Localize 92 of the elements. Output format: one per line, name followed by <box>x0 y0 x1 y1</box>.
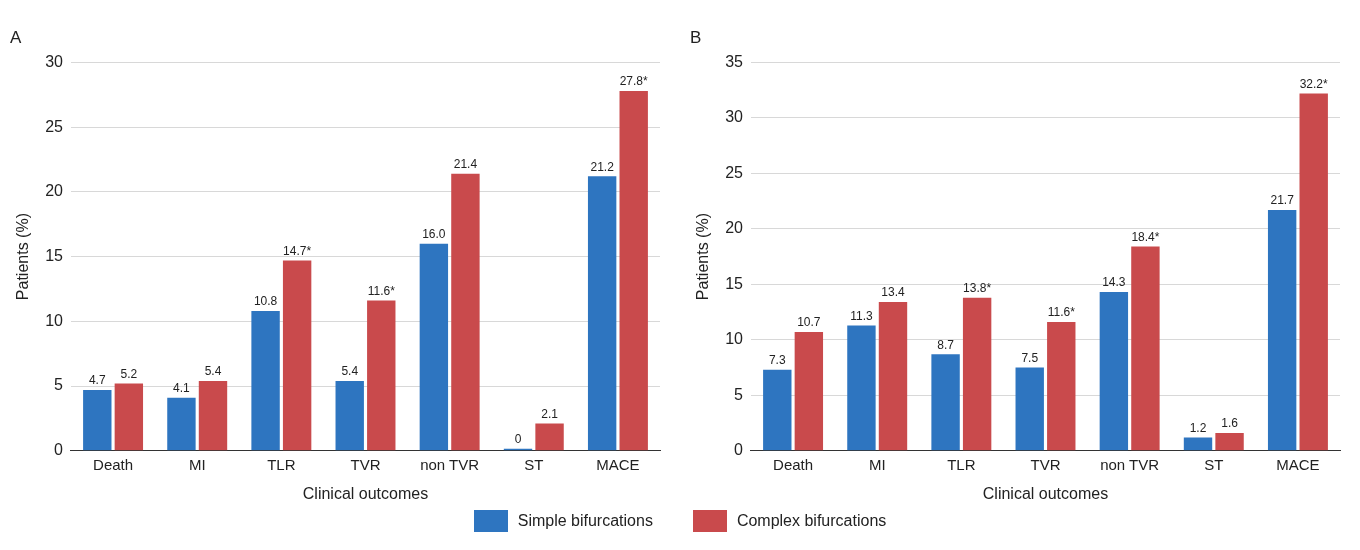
data-label: 7.5 <box>1021 350 1039 365</box>
y-tick-label: 5 <box>54 376 64 394</box>
bar <box>83 389 112 451</box>
x-axis-title: Clinical outcomes <box>302 484 429 502</box>
x-tick-label: Death <box>773 455 814 473</box>
bar <box>167 397 196 451</box>
data-label: 11.3 <box>850 308 873 323</box>
x-tick-label: TLR <box>947 455 976 473</box>
legend-label: Simple bifurcations <box>517 512 653 530</box>
data-label: 1.2 <box>1189 420 1207 435</box>
data-label: 10.7 <box>797 315 821 330</box>
y-tick-label: 15 <box>45 247 64 265</box>
data-label: 13.8* <box>963 280 992 295</box>
x-tick-label: MI <box>188 455 206 473</box>
data-label: 4.1 <box>173 381 191 396</box>
data-label: 4.7 <box>88 373 106 388</box>
bar <box>587 176 617 451</box>
data-label: 21.2 <box>590 159 615 174</box>
x-tick-label: Death <box>93 455 134 473</box>
bar <box>1215 433 1244 451</box>
data-label: 0 <box>514 432 522 447</box>
bar <box>878 302 908 451</box>
data-label: 14.7* <box>283 243 312 258</box>
y-tick-label: 20 <box>725 219 744 237</box>
x-tick-label: TVR <box>1030 455 1061 473</box>
bar <box>282 260 312 451</box>
bar <box>1131 246 1160 451</box>
data-label: 7.3 <box>768 353 786 368</box>
bar <box>763 369 792 451</box>
data-label: 5.2 <box>120 366 138 381</box>
y-tick-label: 10 <box>45 311 64 329</box>
data-label: 21.7 <box>1270 193 1295 208</box>
bar <box>1299 93 1328 451</box>
x-tick-label: ST <box>524 455 544 473</box>
data-label: 5.4 <box>204 364 222 379</box>
data-label: 18.4* <box>1131 229 1160 244</box>
y-tick-label: 35 <box>725 52 744 70</box>
bar <box>1183 437 1213 451</box>
x-tick-label: MI <box>868 455 886 473</box>
chart-title: B <box>690 27 702 47</box>
data-label: 11.6* <box>1047 305 1076 320</box>
bar <box>335 380 364 451</box>
x-tick-label: MACE <box>1276 455 1320 473</box>
data-label: 1.6 <box>1221 416 1239 431</box>
data-label: 2.1 <box>541 406 559 421</box>
x-tick-label: non TVR <box>1100 455 1160 473</box>
bar <box>198 380 228 451</box>
bar <box>451 173 480 451</box>
bar <box>619 90 648 451</box>
legend-label: Complex bifurcations <box>736 512 887 530</box>
data-label: 13.4 <box>881 285 905 300</box>
x-axis-title: Clinical outcomes <box>982 484 1109 502</box>
x-tick-label: TLR <box>267 455 296 473</box>
y-tick-label: 30 <box>45 52 64 70</box>
bar <box>1099 292 1129 451</box>
data-label: 11.6* <box>367 283 396 298</box>
data-label: 21.4 <box>453 157 478 172</box>
bar <box>535 423 564 451</box>
bar <box>847 325 876 451</box>
y-axis-title: Patients (%) <box>14 213 32 301</box>
y-tick-label: 0 <box>734 441 744 459</box>
bar <box>794 332 824 451</box>
y-tick-label: 25 <box>725 163 744 181</box>
data-label: 8.7 <box>937 337 955 352</box>
bar <box>962 297 992 451</box>
y-tick-label: 30 <box>725 108 744 126</box>
x-tick-label: ST <box>1204 455 1224 473</box>
x-tick-label: MACE <box>596 455 640 473</box>
data-label: 10.8 <box>253 294 278 309</box>
data-label: 32.2* <box>1299 76 1329 91</box>
data-label: 27.8* <box>619 74 649 89</box>
bar <box>251 310 280 451</box>
y-tick-label: 20 <box>45 182 64 200</box>
x-tick-label: non TVR <box>420 455 480 473</box>
data-label: 16.0 <box>422 226 446 241</box>
x-tick-label: TVR <box>350 455 381 473</box>
bar <box>114 383 144 451</box>
y-axis-title: Patients (%) <box>694 213 712 301</box>
bar <box>931 354 960 451</box>
y-tick-label: 25 <box>45 117 64 135</box>
data-label: 14.3 <box>1102 275 1126 290</box>
chart-title: A <box>10 27 22 47</box>
data-label: 5.4 <box>341 364 359 379</box>
bar <box>1267 209 1297 451</box>
bar <box>419 243 449 451</box>
y-tick-label: 15 <box>725 274 744 292</box>
y-tick-label: 0 <box>54 441 64 459</box>
y-tick-label: 5 <box>734 385 744 403</box>
y-tick-label: 10 <box>725 330 744 348</box>
bar <box>1047 322 1076 451</box>
bar <box>1015 367 1044 451</box>
bar <box>367 300 396 451</box>
